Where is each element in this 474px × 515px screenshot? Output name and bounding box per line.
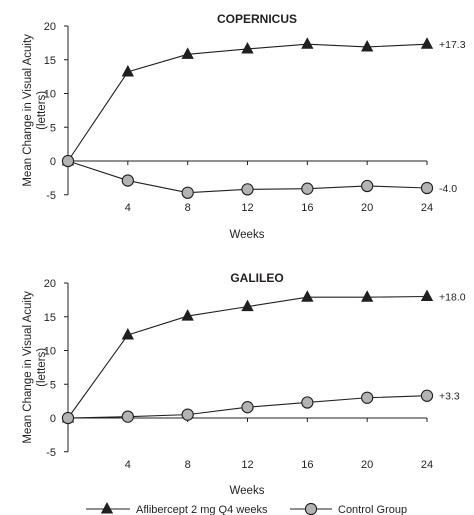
- x-tick-label: 12: [241, 202, 253, 214]
- data-point-control: [241, 401, 254, 414]
- end-value-label-control: +3.3: [439, 391, 460, 403]
- x-tick-label: 24: [421, 459, 433, 471]
- end-value-label-aflibercept: +18.0: [439, 292, 466, 304]
- y-tick-label: -5: [46, 190, 56, 202]
- x-tick-label: 20: [361, 202, 373, 214]
- data-point-aflibercept: [360, 39, 374, 52]
- x-axis-title: Weeks: [230, 229, 265, 241]
- data-point-aflibercept: [241, 41, 254, 54]
- y-tick-label: 15: [44, 312, 56, 324]
- data-point-control: [301, 396, 314, 409]
- y-tick-label: 15: [44, 55, 56, 67]
- y-tick-label: 0: [50, 156, 56, 168]
- x-tick-label: 12: [241, 459, 253, 471]
- x-tick-label: 20: [361, 459, 373, 471]
- x-tick-label: 24: [421, 202, 433, 214]
- y-tick-label: 20: [44, 21, 56, 33]
- chart-title: COPERNICUS: [217, 12, 297, 26]
- x-tick-label: 8: [185, 459, 191, 471]
- data-point-aflibercept: [241, 299, 254, 312]
- data-point-control: [121, 174, 134, 187]
- data-point-aflibercept: [121, 327, 135, 340]
- data-point-control: [420, 181, 434, 195]
- x-tick-label: 16: [301, 459, 313, 471]
- legend: Aflibercept 2 mg Q4 weeks Control Group: [86, 502, 407, 515]
- x-tick-label: 4: [125, 202, 131, 214]
- data-point-control: [181, 408, 194, 421]
- x-tick-label: 8: [185, 202, 191, 214]
- data-point-aflibercept: [420, 37, 434, 49]
- legend-marker-triangle: [100, 502, 114, 514]
- data-point-control: [420, 389, 434, 402]
- data-point-control: [121, 410, 134, 423]
- y-tick-label: 20: [44, 278, 56, 290]
- data-point-aflibercept: [181, 47, 194, 59]
- data-point-aflibercept: [420, 289, 434, 302]
- y-tick-label: 10: [44, 89, 56, 101]
- y-tick-label: 5: [50, 379, 56, 391]
- data-point-control: [61, 411, 75, 425]
- data-point-control: [61, 154, 75, 168]
- y-tick-label: 10: [44, 346, 56, 358]
- x-tick-label: 4: [125, 459, 131, 471]
- legend-label-aflibercept: Aflibercept 2 mg Q4 weeks: [136, 504, 268, 515]
- series-line-aflibercept: [67, 43, 428, 162]
- data-point-control: [181, 186, 194, 199]
- y-tick-label: 5: [50, 122, 56, 134]
- end-value-label-aflibercept: +17.3: [439, 39, 466, 51]
- x-tick-label: 16: [301, 202, 313, 214]
- data-point-control: [361, 179, 374, 193]
- chart-title: GALILEO: [230, 271, 283, 285]
- data-point-aflibercept: [121, 64, 135, 77]
- x-axis-title: Weeks: [230, 485, 265, 497]
- legend-label-control: Control Group: [338, 504, 407, 515]
- data-point-aflibercept: [301, 37, 314, 49]
- end-value-label-control: -4.0: [439, 183, 457, 195]
- data-point-control: [241, 183, 254, 196]
- y-tick-label: -5: [46, 447, 56, 459]
- series-line-aflibercept: [67, 295, 428, 419]
- legend-marker-circle: [304, 502, 318, 515]
- y-axis-title: Mean Change in Visual Acuity (letters): [22, 291, 48, 444]
- chart-panel-galileo: GALILEO 20 15 10 5 0 -5 4 8 12 16 20 24 Weeks Mean Cha…: [22, 271, 466, 497]
- y-tick-label: 0: [50, 413, 56, 425]
- chart-panel-copernicus: COPERNICUS 20 15 10 5 0 -5 4 8 12 16 20 24 Weeks Mean …: [22, 12, 466, 241]
- y-axis-title: Mean Change in Visual Acuity (letters): [22, 34, 48, 187]
- data-point-control: [301, 182, 314, 195]
- data-point-control: [361, 391, 374, 404]
- data-point-aflibercept: [360, 290, 374, 302]
- data-point-aflibercept: [181, 309, 194, 321]
- data-point-aflibercept: [301, 290, 314, 302]
